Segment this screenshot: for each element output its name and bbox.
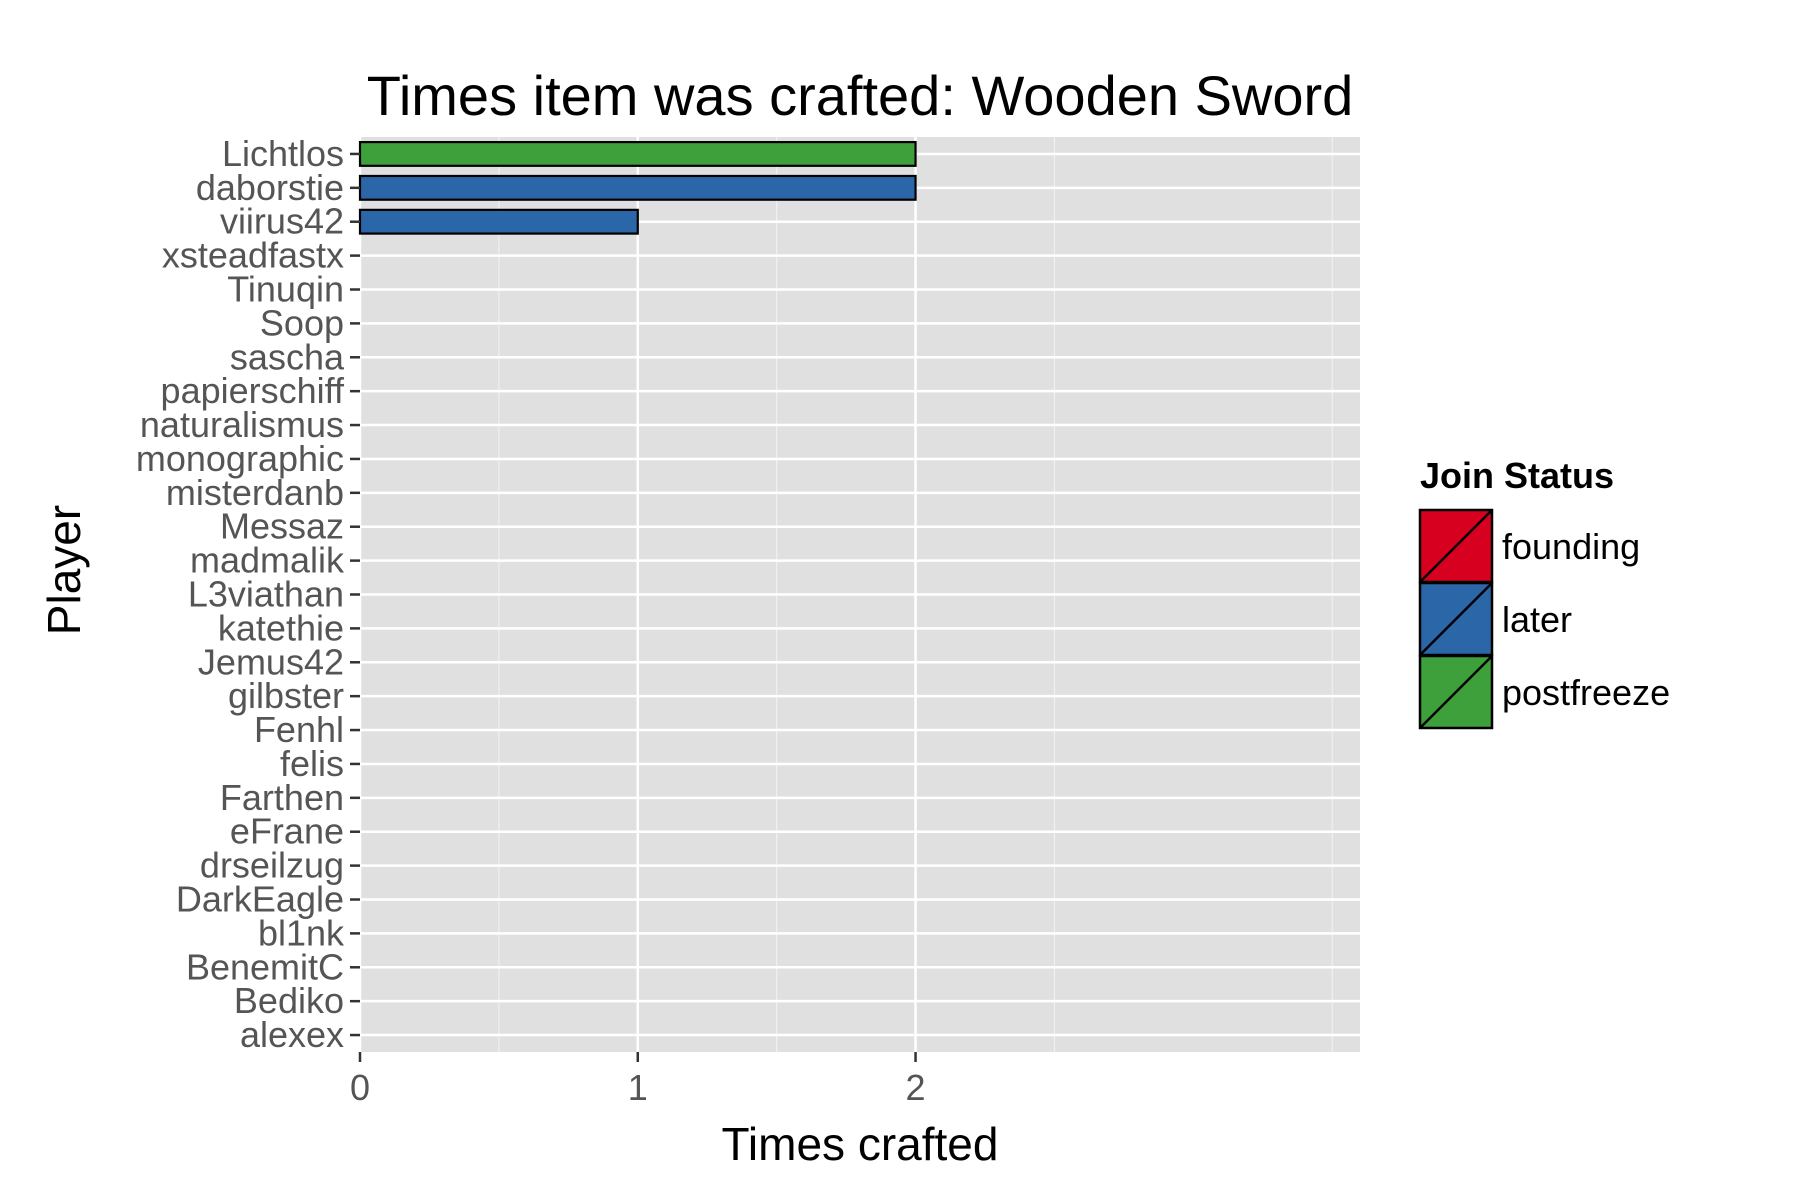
y-tick-label: papierschiff xyxy=(161,370,345,411)
y-tick-label: drseilzug xyxy=(200,845,344,886)
legend-key-slash xyxy=(1419,655,1493,729)
bar-lichtlos xyxy=(358,140,917,167)
y-tick-label: Tinuqin xyxy=(227,269,344,310)
y-axis: Lichtlosdaborstieviirus42xsteadfastxTinu… xyxy=(136,133,360,1055)
y-tick-label: gilbster xyxy=(228,675,344,716)
y-tick-label: Farthen xyxy=(220,777,344,818)
y-tick-label: Jemus42 xyxy=(198,641,344,682)
y-tick-label: L3viathan xyxy=(188,574,344,615)
y-tick-label: viirus42 xyxy=(220,201,344,242)
legend-key-slash xyxy=(1419,509,1493,583)
legend-label-later: later xyxy=(1502,599,1572,640)
y-tick-label: monographic xyxy=(136,438,344,479)
y-tick-label: DarkEagle xyxy=(176,879,344,920)
y-tick-label: Soop xyxy=(260,302,344,343)
y-tick-label: Messaz xyxy=(220,506,344,547)
legend-label-postfreeze: postfreeze xyxy=(1502,672,1670,713)
y-tick-label: BenemitC xyxy=(186,946,344,987)
y-tick-label: xsteadfastx xyxy=(162,235,344,276)
y-tick-label: madmalik xyxy=(190,540,345,581)
legend-title: Join Status xyxy=(1420,455,1614,496)
legend-label-founding: founding xyxy=(1502,526,1640,567)
y-tick-label: Fenhl xyxy=(254,709,344,750)
y-tick-label: misterdanb xyxy=(166,472,344,513)
bar-viirus42 xyxy=(358,208,639,235)
y-tick-label: sascha xyxy=(230,336,345,377)
x-tick-label: 0 xyxy=(350,1067,370,1108)
y-tick-label: bl1nk xyxy=(258,912,345,953)
x-axis-title: Times crafted xyxy=(722,1118,999,1170)
y-tick-label: daborstie xyxy=(196,167,344,208)
y-tick-label: alexex xyxy=(240,1014,344,1055)
chart-title: Times item was crafted: Wooden Sword xyxy=(367,64,1354,127)
x-axis: 0 1 2 xyxy=(350,1052,926,1108)
y-tick-label: Bediko xyxy=(234,980,344,1021)
y-tick-label: eFrane xyxy=(230,811,344,852)
legend: Join Status founding later postfreeze xyxy=(1418,455,1670,730)
x-tick-label: 2 xyxy=(906,1067,926,1108)
y-tick-label: Lichtlos xyxy=(222,133,344,174)
y-tick-label: felis xyxy=(280,743,344,784)
y-axis-title: Player xyxy=(38,505,90,635)
y-tick-label: naturalismus xyxy=(140,404,344,445)
legend-key-slash xyxy=(1419,582,1493,656)
legend-entries: founding later postfreeze xyxy=(1418,508,1670,730)
bar-daborstie xyxy=(358,174,917,201)
x-tick-label: 1 xyxy=(628,1067,648,1108)
y-tick-label: katethie xyxy=(218,607,344,648)
